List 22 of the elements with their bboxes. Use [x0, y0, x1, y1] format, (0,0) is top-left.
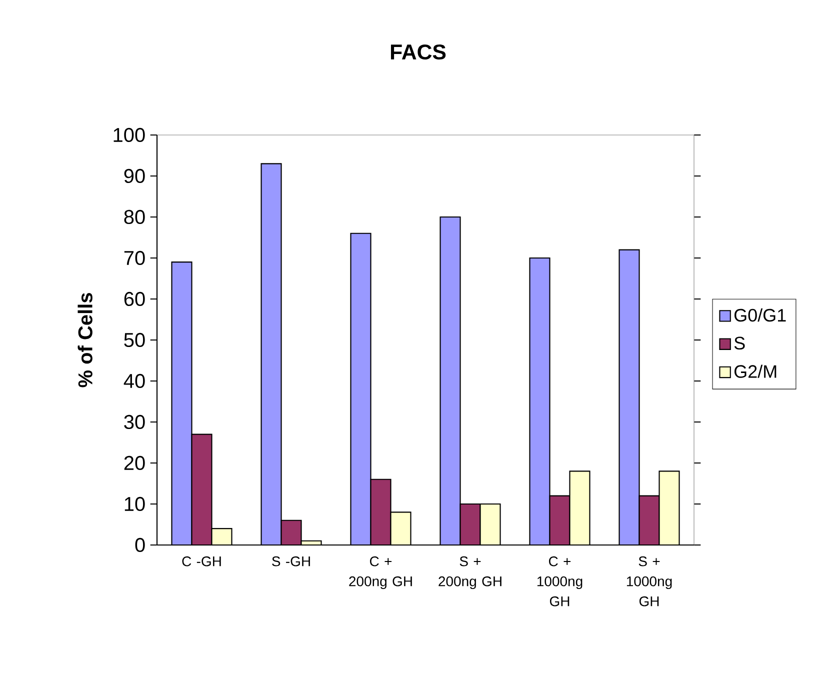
y-tick-label: 20 — [124, 456, 145, 470]
chart-title: FACS — [390, 44, 446, 60]
x-tick-label: S + 1000ng GH — [626, 556, 672, 606]
x-tick-label: S -GH — [272, 556, 310, 566]
legend-label: G0/G1 — [734, 308, 786, 322]
y-tick-label: 90 — [124, 168, 145, 184]
legend-label: S — [734, 336, 745, 350]
y-tick-label: 40 — [124, 374, 145, 388]
x-tick-label: C -GH — [182, 556, 221, 566]
y-tick-label: 80 — [124, 210, 145, 224]
y-tick-label: 50 — [124, 332, 145, 348]
y-tick-label: 100 — [114, 128, 145, 142]
x-tick-label: C + 200ng GH — [349, 556, 412, 590]
y-tick-label: 60 — [124, 292, 145, 306]
x-tick-label: S + 200ng GH — [438, 556, 502, 590]
y-tick-label: 70 — [124, 250, 145, 266]
y-tick-label: 0 — [135, 538, 145, 552]
y-axis-title: % of Cells — [78, 293, 92, 388]
x-tick-label: C + 1000ng GH — [537, 556, 582, 606]
legend-label: G2/M — [734, 364, 776, 378]
y-tick-label: 10 — [124, 496, 145, 512]
y-tick-label: 30 — [124, 414, 145, 430]
